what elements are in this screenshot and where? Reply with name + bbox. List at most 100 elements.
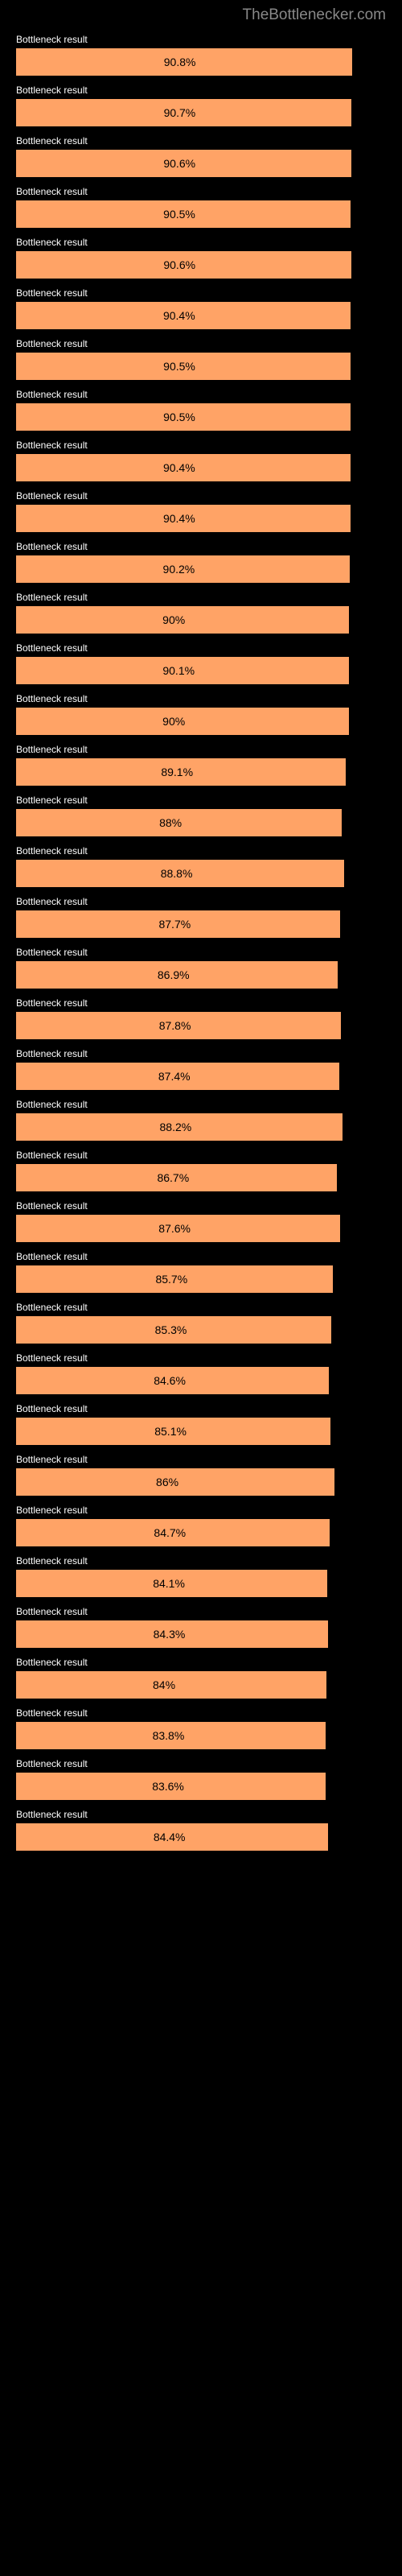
- bar-fill: 85.1%: [16, 1418, 330, 1445]
- bar-fill: 84.7%: [16, 1519, 330, 1546]
- bar-track: 85.7%: [16, 1265, 386, 1293]
- bar-value: 84.4%: [154, 1831, 186, 1843]
- bar-track: 87.8%: [16, 1012, 386, 1039]
- row-label: Bottleneck result: [16, 34, 386, 45]
- bar-value: 86.7%: [157, 1171, 189, 1184]
- row-label: Bottleneck result: [16, 338, 386, 349]
- bar-fill: 90.2%: [16, 555, 350, 583]
- bar-value: 90.5%: [163, 360, 195, 373]
- bar-fill: 90.4%: [16, 454, 351, 481]
- bar-fill: 88%: [16, 809, 342, 836]
- bar-fill: 90.1%: [16, 657, 349, 684]
- bar-track: 84.4%: [16, 1823, 386, 1851]
- chart-row: Bottleneck result88%: [16, 795, 386, 836]
- bar-track: 90.6%: [16, 251, 386, 279]
- bar-value: 90.4%: [163, 461, 195, 474]
- chart-row: Bottleneck result 84.1%: [16, 1555, 386, 1597]
- chart-row: Bottleneck result90.5%: [16, 186, 386, 228]
- bar-fill: 87.6%: [16, 1215, 340, 1242]
- row-label: Bottleneck result: [16, 1302, 386, 1313]
- row-label: Bottleneck result: [16, 287, 386, 299]
- chart-row: Bottleneck result 88.2%: [16, 1099, 386, 1141]
- bar-value: 87.8%: [159, 1019, 191, 1032]
- bar-track: 83.8%: [16, 1722, 386, 1749]
- bottleneck-chart: Bottleneck result90.8%Bottleneck result9…: [0, 34, 402, 1876]
- chart-row: Bottleneck result 87.4%: [16, 1048, 386, 1090]
- bar-value: 88%: [159, 816, 182, 829]
- bar-fill: 90.4%: [16, 302, 351, 329]
- bar-track: 84.6%: [16, 1367, 386, 1394]
- row-label: Bottleneck result: [16, 642, 386, 654]
- row-label: Bottleneck result: [16, 1809, 386, 1820]
- bar-fill: 88.8%: [16, 860, 344, 887]
- bar-value: 88.2%: [160, 1121, 192, 1133]
- bar-value: 90.7%: [164, 106, 196, 119]
- chart-row: Bottleneck result 87.6%: [16, 1200, 386, 1242]
- bar-fill: 90%: [16, 708, 349, 735]
- bar-track: 90.8%: [16, 48, 386, 76]
- chart-row: Bottleneck result86.9%: [16, 947, 386, 989]
- row-label: Bottleneck result: [16, 1555, 386, 1567]
- row-label: Bottleneck result: [16, 1352, 386, 1364]
- bar-fill: 84.6%: [16, 1367, 329, 1394]
- bar-track: 84%: [16, 1671, 386, 1699]
- bar-value: 88.8%: [161, 867, 193, 880]
- bar-fill: 90.5%: [16, 353, 351, 380]
- bar-value: 90.1%: [162, 664, 195, 677]
- bar-value: 90.4%: [163, 512, 195, 525]
- chart-row: Bottleneck result 90.8%: [16, 34, 386, 76]
- chart-row: Bottleneck result 84.3%: [16, 1606, 386, 1648]
- row-label: Bottleneck result: [16, 947, 386, 958]
- bar-fill: 90.4%: [16, 505, 351, 532]
- bar-value: 87.7%: [158, 918, 191, 931]
- bar-fill: 86%: [16, 1468, 334, 1496]
- bar-fill: 87.4%: [16, 1063, 339, 1090]
- bar-value: 87.4%: [158, 1070, 191, 1083]
- page-header: TheBottlenecker.com: [0, 0, 402, 34]
- row-label: Bottleneck result: [16, 1200, 386, 1212]
- bar-fill: 84.3%: [16, 1620, 328, 1648]
- row-label: Bottleneck result: [16, 1048, 386, 1059]
- bar-track: 84.1%: [16, 1570, 386, 1597]
- bar-track: 85.3%: [16, 1316, 386, 1344]
- bar-fill: 84.4%: [16, 1823, 328, 1851]
- bar-value: 84.1%: [153, 1577, 185, 1590]
- row-label: Bottleneck result: [16, 592, 386, 603]
- bar-fill: 90%: [16, 606, 349, 634]
- bar-value: 90.5%: [163, 411, 195, 423]
- bar-track: 86.7%: [16, 1164, 386, 1191]
- chart-row: Bottleneck result 90.1%: [16, 642, 386, 684]
- bar-track: 90.5%: [16, 353, 386, 380]
- row-label: Bottleneck result: [16, 997, 386, 1009]
- row-label: Bottleneck result: [16, 237, 386, 248]
- row-label: Bottleneck result: [16, 845, 386, 857]
- bar-track: 86%: [16, 1468, 386, 1496]
- bar-fill: 83.6%: [16, 1773, 326, 1800]
- row-label: Bottleneck result: [16, 1099, 386, 1110]
- row-label: Bottleneck result: [16, 896, 386, 907]
- row-label: Bottleneck result: [16, 1758, 386, 1769]
- chart-row: Bottleneck result90.4%: [16, 490, 386, 532]
- bar-track: 87.7%: [16, 910, 386, 938]
- chart-row: Bottleneck result90.6%: [16, 135, 386, 177]
- bar-track: 90%: [16, 606, 386, 634]
- site-title: TheBottlenecker.com: [243, 6, 386, 23]
- bar-track: 90.5%: [16, 200, 386, 228]
- chart-row: Bottleneck result90%: [16, 693, 386, 735]
- bar-value: 83.6%: [152, 1780, 184, 1793]
- bar-track: 90.4%: [16, 302, 386, 329]
- chart-row: Bottleneck result85.1%: [16, 1403, 386, 1445]
- bar-value: 85.1%: [154, 1425, 187, 1438]
- bar-value: 86%: [156, 1476, 178, 1488]
- bar-value: 90.5%: [163, 208, 195, 221]
- bar-track: 88.8%: [16, 860, 386, 887]
- bar-track: 90.7%: [16, 99, 386, 126]
- row-label: Bottleneck result: [16, 1606, 386, 1617]
- row-label: Bottleneck result: [16, 135, 386, 147]
- row-label: Bottleneck result: [16, 1150, 386, 1161]
- bar-fill: 90.8%: [16, 48, 352, 76]
- bar-track: 90.2%: [16, 555, 386, 583]
- bar-track: 83.6%: [16, 1773, 386, 1800]
- bar-value: 90.6%: [163, 258, 195, 271]
- row-label: Bottleneck result: [16, 1454, 386, 1465]
